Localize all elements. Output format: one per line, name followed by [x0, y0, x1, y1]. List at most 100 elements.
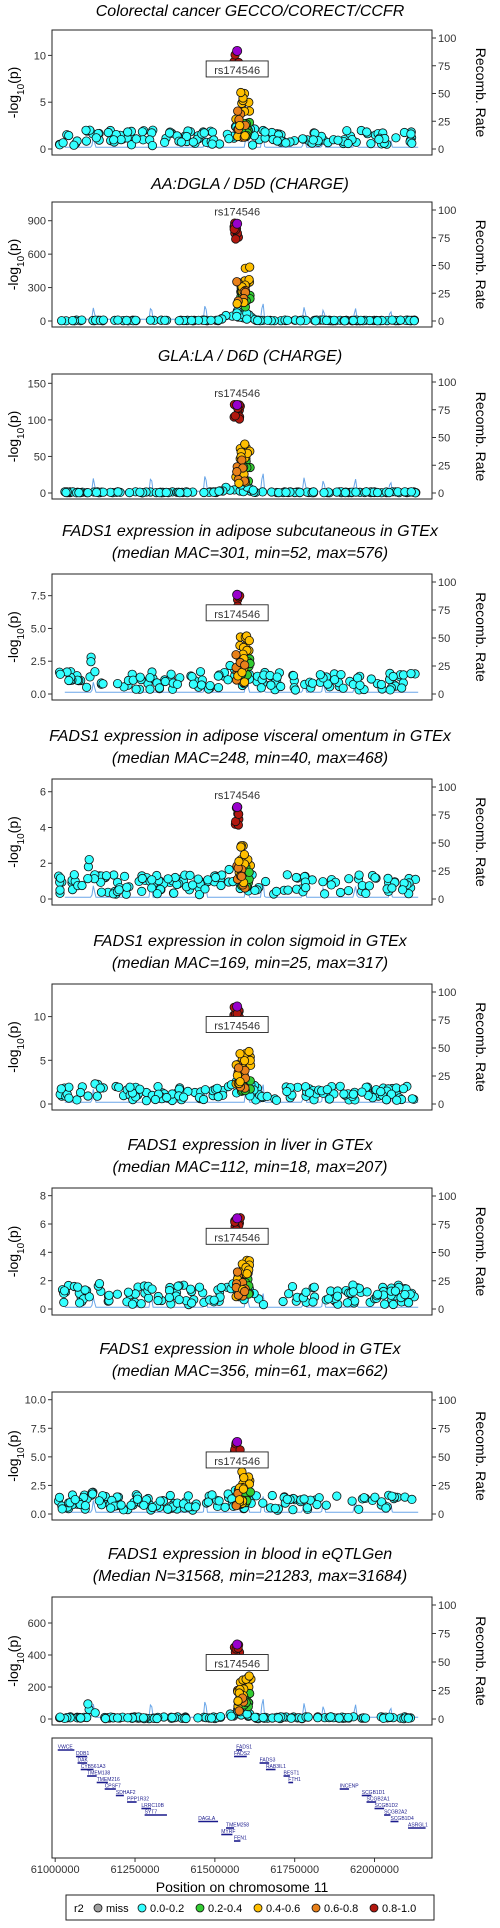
snp-point [348, 1287, 358, 1297]
snp-point [207, 1490, 217, 1500]
snp-point [169, 888, 179, 898]
lead-variant-label: rs174546 [214, 207, 260, 219]
snp-point [239, 849, 249, 860]
snp-point [94, 1279, 105, 1289]
snp-point [124, 487, 135, 498]
snp-point [308, 135, 318, 145]
snp-point [126, 1500, 136, 1510]
gene-label: SCGB1D1 [362, 1790, 386, 1796]
snp-point [242, 1269, 252, 1279]
gene-track-frame [51, 1737, 433, 1859]
snp-point [329, 675, 340, 685]
snp-point [302, 1503, 312, 1513]
snp-point [113, 315, 123, 325]
snp-point [342, 1298, 352, 1308]
snp-point [284, 1289, 294, 1299]
snp-point [236, 87, 246, 98]
snp-point [343, 1713, 353, 1723]
snp-point [282, 315, 293, 325]
gene-label: SDHAF2 [116, 1790, 136, 1796]
snp-point [281, 487, 291, 497]
recomb-tick-label: 100 [438, 377, 456, 389]
snp-point [403, 1298, 414, 1308]
y-axis-label: -log10(p) [5, 1430, 27, 1482]
y-axis-label: -log10(p) [5, 411, 27, 463]
snp-point [162, 1092, 172, 1103]
y-tick-label: 400 [28, 1650, 46, 1662]
snp-point [340, 316, 350, 326]
y-tick-label: 0 [40, 1304, 46, 1316]
snp-point [75, 1087, 86, 1098]
snp-point [308, 487, 319, 497]
snp-point [224, 864, 234, 875]
snp-point [226, 1711, 236, 1721]
snp-point [144, 1293, 154, 1303]
snp-point [113, 487, 123, 497]
recomb-tick-label: 50 [438, 261, 450, 273]
snp-point [406, 487, 416, 497]
snp-point [262, 1091, 272, 1102]
snp-point [147, 1284, 157, 1294]
lead-variant-box [205, 604, 269, 622]
snp-point [235, 1077, 245, 1087]
legend-title: r2 [74, 1903, 84, 1915]
snp-point [387, 1491, 397, 1501]
recomb-tick-label: 75 [438, 61, 450, 73]
snp-point [242, 314, 252, 324]
y-tick-label: 2 [40, 1276, 46, 1288]
lead-variant-label: rs174546 [214, 790, 260, 802]
snp-point [372, 487, 383, 498]
snp-point [181, 1713, 191, 1724]
snp-point [366, 139, 376, 149]
snp-point [256, 683, 266, 693]
snp-point [234, 1495, 245, 1505]
snp-point [388, 1299, 398, 1310]
snp-point [165, 1490, 175, 1501]
plot-frame [51, 778, 433, 906]
recomb-tick-label: 50 [438, 838, 450, 850]
legend-swatch [311, 1903, 321, 1913]
snp-point [91, 133, 101, 143]
snp-point [338, 683, 348, 693]
snp-point [356, 315, 366, 325]
snp-point [379, 1299, 390, 1309]
recomb-tick-label: 0 [438, 1509, 444, 1521]
snp-point [286, 1713, 296, 1723]
y-axis-label: -log10(p) [5, 1635, 27, 1687]
snp-point [100, 1713, 111, 1724]
snp-point [407, 1094, 417, 1104]
y-tick-label: 5.0 [31, 623, 46, 635]
snp-point [376, 1497, 387, 1507]
snp-point [147, 875, 157, 885]
gene-label: TMEM258 [226, 1823, 249, 1829]
snp-point [147, 1502, 157, 1513]
snp-point [135, 487, 145, 497]
snp-point [310, 316, 321, 326]
lead-variant-point [232, 589, 243, 600]
snp-point [186, 315, 197, 325]
recomb-tick-label: 75 [438, 1629, 450, 1641]
snp-point [239, 677, 250, 687]
snp-point [188, 679, 198, 689]
snp-point [387, 883, 397, 893]
y-axis-label: -log10(p) [5, 239, 27, 291]
snp-point [235, 121, 245, 131]
snp-point [332, 1291, 343, 1301]
snp-point [125, 1082, 135, 1092]
lead-variant-box [205, 1227, 269, 1245]
gene-label: SCGB1D4 [390, 1816, 414, 1822]
snp-point [231, 234, 241, 244]
snp-point [332, 1491, 342, 1501]
snp-point [290, 685, 300, 695]
snp-point [406, 668, 416, 679]
gene-label: MYRF [221, 1829, 235, 1835]
snp-point [160, 315, 170, 325]
lead-variant-label: rs174546 [214, 1232, 260, 1244]
y-tick-label: 8 [40, 1191, 46, 1203]
snp-point [234, 1063, 244, 1073]
recomb-tick-label: 50 [438, 1043, 450, 1055]
snp-point [114, 1082, 124, 1092]
snp-point [200, 1085, 210, 1095]
snp-point [281, 138, 291, 148]
